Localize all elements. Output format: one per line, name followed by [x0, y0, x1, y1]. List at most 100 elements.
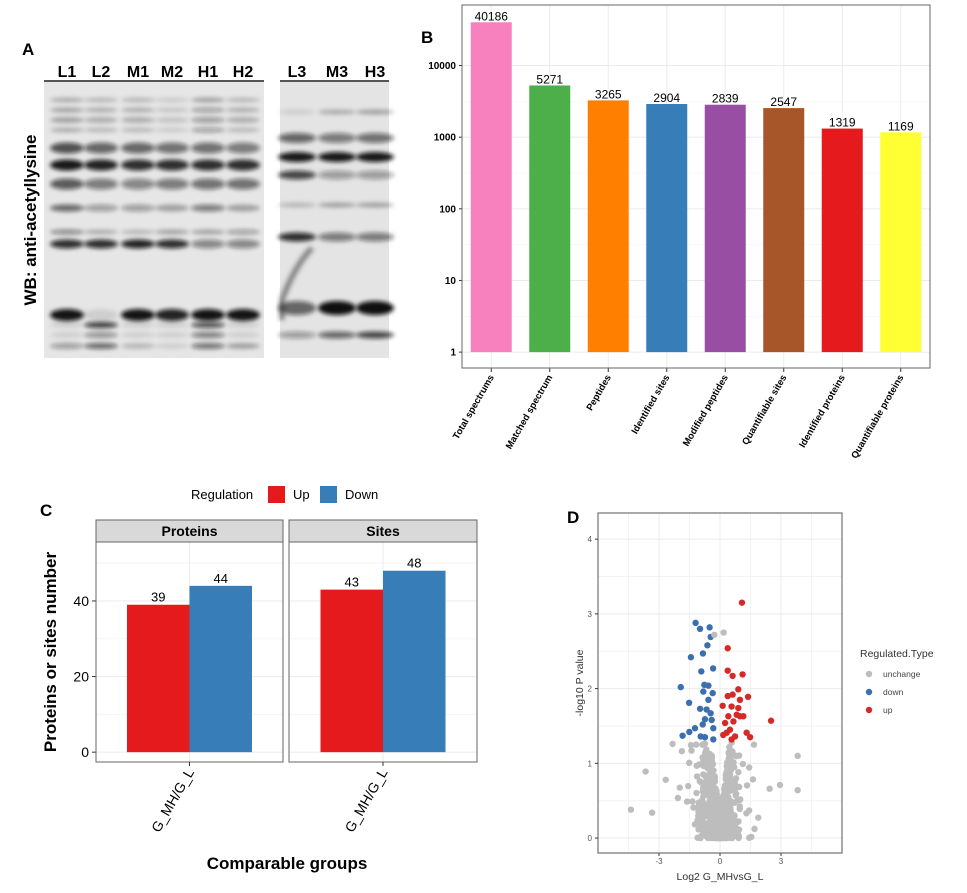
bar-value-label: 5271: [536, 72, 563, 86]
blot-band: [84, 309, 118, 321]
blot-band: [84, 127, 118, 133]
bar-quantifiable-sites: [763, 108, 805, 353]
point-down: [700, 688, 707, 695]
y-axis-title: Proteins or sites number: [41, 551, 60, 752]
lane-label: L1: [58, 64, 77, 81]
x-tick-label: 3: [779, 857, 784, 866]
blot-band: [121, 322, 155, 328]
blot-band: [278, 232, 316, 242]
legend-label-up: up: [883, 705, 893, 715]
legend-marker-up: [865, 706, 873, 714]
point-down: [703, 706, 710, 713]
bar-value-label: 3265: [595, 87, 622, 101]
blot-band: [155, 322, 189, 328]
point-unchange: [689, 798, 696, 805]
point-unchange: [727, 828, 734, 836]
blot-band: [226, 204, 260, 212]
y-tick-label: 2: [588, 685, 593, 694]
blot-band: [226, 332, 260, 338]
panel-b: B 1 10 100 1000 10000 40186 Total spectrums 527…: [421, 4, 931, 461]
bar-value-label: 2547: [770, 95, 797, 109]
blot-band: [50, 204, 84, 212]
point-unchange: [734, 818, 741, 825]
plot-border: [597, 512, 843, 854]
blot-band: [121, 204, 155, 212]
point-up: [724, 692, 731, 700]
point-unchange: [693, 773, 701, 780]
blot-band: [155, 178, 189, 190]
blot-band: [191, 127, 225, 133]
blot-band: [155, 229, 189, 235]
point-unchange: [685, 759, 693, 767]
blot-band: [226, 343, 260, 349]
x-tick-label: 0: [718, 857, 723, 866]
panel-b-letter: B: [421, 28, 433, 47]
blot-band: [155, 142, 189, 154]
point-down: [698, 668, 705, 675]
point-unchange: [732, 752, 739, 759]
blot-band: [50, 343, 84, 349]
blot-band: [84, 322, 118, 328]
blot-band: [356, 331, 394, 339]
point-up: [735, 686, 742, 693]
blot-band: [50, 159, 84, 171]
blot-band: [84, 142, 118, 154]
point-unchange: [703, 777, 710, 784]
blot-band: [191, 239, 225, 249]
point-unchange: [734, 830, 742, 838]
point-unchange: [711, 631, 718, 639]
point-unchange: [755, 814, 762, 821]
bar-value-label: 43: [345, 575, 359, 590]
blot-band: [356, 301, 394, 315]
point-unchange: [710, 792, 717, 799]
x-tick-label: -3: [655, 857, 663, 866]
y-tick-label: 20: [73, 669, 89, 685]
point-unchange: [642, 768, 649, 775]
blot-band: [121, 343, 155, 349]
panel-d: D -3 0 3 0 1 2 3 4 Log2 G_MHvsG_L -log10 P value R…: [567, 508, 934, 883]
point-down: [696, 625, 704, 633]
blot-band: [84, 178, 118, 190]
point-down: [705, 682, 712, 689]
facet-title: Sites: [366, 523, 400, 539]
bar-identified-sites: [646, 104, 688, 353]
y-axis-title: -log10 P value: [574, 649, 586, 716]
western-blot-image: [44, 80, 394, 358]
blot-band: [155, 204, 189, 212]
point-down: [705, 696, 712, 704]
y-tick-label: 0: [81, 744, 89, 760]
blot-band: [356, 170, 394, 180]
blot-membrane-right: [280, 80, 389, 358]
blot-band: [191, 97, 225, 103]
blot-band: [121, 117, 155, 123]
legend-marker-down: [865, 688, 873, 696]
blot-band: [226, 117, 260, 123]
point-unchange: [707, 821, 715, 828]
point-down: [685, 699, 693, 707]
point-unchange: [729, 834, 736, 842]
blot-band: [121, 229, 155, 235]
y-tick-label: 0: [588, 834, 593, 843]
blot-band: [155, 309, 189, 321]
bar-value-label: 2839: [712, 92, 739, 106]
point-up: [735, 704, 742, 712]
blot-band: [356, 202, 394, 208]
bar-total-spectrums: [470, 22, 512, 353]
blot-band: [278, 170, 316, 180]
point-unchange: [736, 796, 743, 804]
point-unchange: [750, 741, 758, 748]
blot-band: [226, 127, 260, 133]
point-down: [707, 710, 714, 717]
y-tick-label: 1: [588, 759, 593, 768]
y-tick-label: 40: [73, 593, 89, 609]
point-unchange: [703, 746, 710, 753]
point-up: [728, 703, 735, 710]
point-unchange: [735, 769, 742, 776]
point-unchange: [694, 834, 701, 841]
point-down: [701, 716, 709, 723]
point-up: [746, 733, 754, 741]
point-up: [721, 719, 729, 727]
blot-band: [84, 239, 118, 249]
bar-value-label: 2904: [653, 91, 680, 105]
